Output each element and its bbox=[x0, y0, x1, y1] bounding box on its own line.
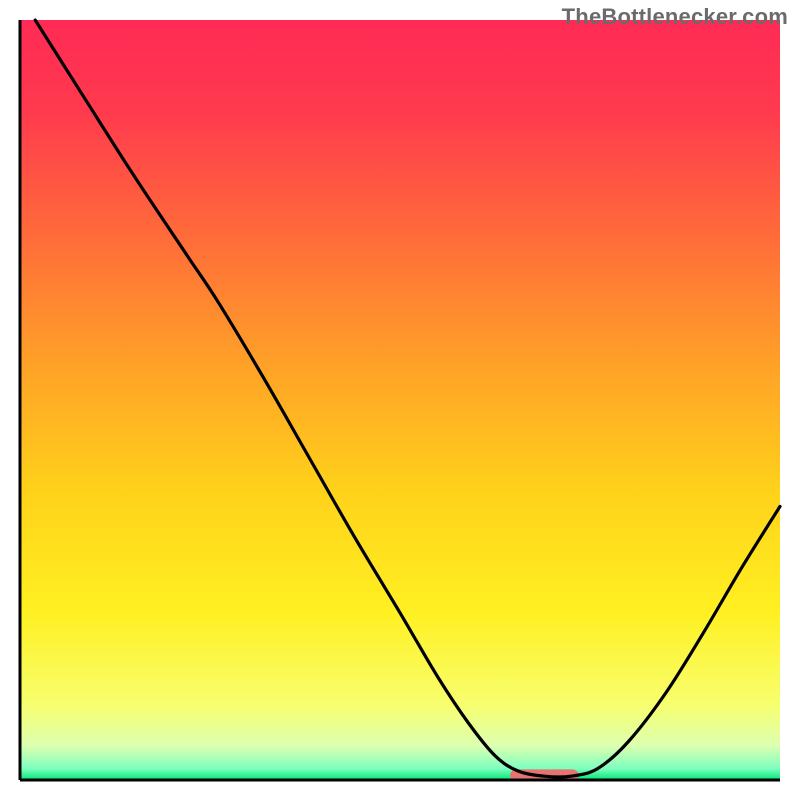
chart-svg bbox=[0, 0, 800, 800]
plot-background bbox=[20, 20, 780, 780]
bottleneck-chart: TheBottlenecker.com bbox=[0, 0, 800, 800]
watermark-text: TheBottlenecker.com bbox=[562, 4, 788, 30]
